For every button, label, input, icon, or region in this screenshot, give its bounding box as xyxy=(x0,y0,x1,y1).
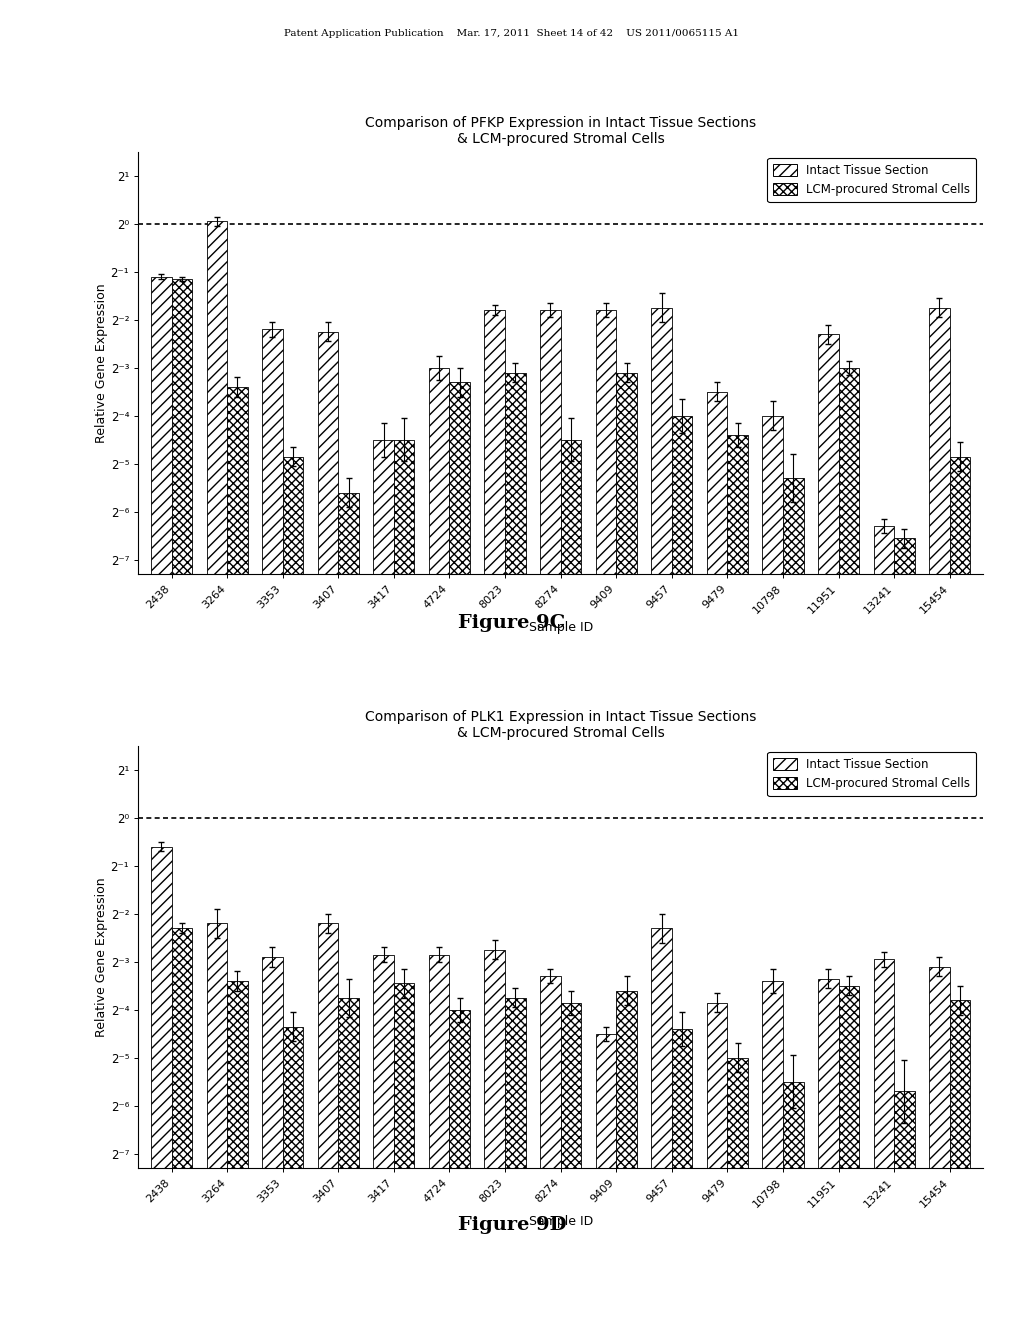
Bar xyxy=(207,222,227,574)
Text: Figure 9C: Figure 9C xyxy=(459,614,565,632)
Legend: Intact Tissue Section, LCM-procured Stromal Cells: Intact Tissue Section, LCM-procured Stro… xyxy=(767,752,976,796)
Bar xyxy=(783,1082,804,1168)
Bar xyxy=(561,1003,582,1168)
Bar xyxy=(394,983,415,1168)
Bar xyxy=(707,1003,727,1168)
Bar xyxy=(894,539,914,574)
Bar xyxy=(505,998,525,1168)
Bar xyxy=(596,1034,616,1168)
Bar xyxy=(949,457,971,574)
X-axis label: Sample ID: Sample ID xyxy=(528,620,593,634)
Bar xyxy=(374,440,394,574)
Bar xyxy=(616,990,637,1168)
Bar xyxy=(707,392,727,574)
Bar xyxy=(818,334,839,574)
Bar xyxy=(338,492,358,574)
Bar xyxy=(651,308,672,574)
Y-axis label: Relative Gene Expression: Relative Gene Expression xyxy=(95,284,108,442)
Bar xyxy=(450,383,470,574)
Bar xyxy=(172,928,193,1168)
Bar xyxy=(596,310,616,574)
Text: Patent Application Publication    Mar. 17, 2011  Sheet 14 of 42    US 2011/00651: Patent Application Publication Mar. 17, … xyxy=(285,29,739,38)
Bar xyxy=(338,998,358,1168)
Bar xyxy=(151,277,172,574)
Bar xyxy=(763,416,783,574)
Bar xyxy=(873,527,894,574)
Bar xyxy=(172,279,193,574)
X-axis label: Sample ID: Sample ID xyxy=(528,1214,593,1228)
Bar xyxy=(727,1057,748,1168)
Bar xyxy=(283,457,303,574)
Title: Comparison of PFKP Expression in Intact Tissue Sections
& LCM-procured Stromal C: Comparison of PFKP Expression in Intact … xyxy=(366,116,756,147)
Bar xyxy=(763,981,783,1168)
Bar xyxy=(227,387,248,574)
Bar xyxy=(672,1030,692,1168)
Bar xyxy=(227,981,248,1168)
Bar xyxy=(151,846,172,1168)
Bar xyxy=(839,986,859,1168)
Text: Figure 9D: Figure 9D xyxy=(458,1216,566,1234)
Bar xyxy=(873,960,894,1168)
Bar xyxy=(818,978,839,1168)
Bar xyxy=(672,416,692,574)
Bar xyxy=(207,924,227,1168)
Bar xyxy=(651,928,672,1168)
Bar xyxy=(317,331,338,574)
Bar xyxy=(429,368,450,574)
Title: Comparison of PLK1 Expression in Intact Tissue Sections
& LCM-procured Stromal C: Comparison of PLK1 Expression in Intact … xyxy=(365,710,757,741)
Bar xyxy=(505,372,525,574)
Y-axis label: Relative Gene Expression: Relative Gene Expression xyxy=(95,878,108,1036)
Bar xyxy=(484,310,505,574)
Bar xyxy=(262,330,283,574)
Bar xyxy=(929,966,949,1168)
Bar xyxy=(561,440,582,574)
Bar xyxy=(262,957,283,1168)
Bar xyxy=(783,478,804,574)
Bar xyxy=(484,950,505,1168)
Bar xyxy=(727,436,748,574)
Bar xyxy=(317,924,338,1168)
Bar xyxy=(540,310,561,574)
Bar xyxy=(394,440,415,574)
Bar xyxy=(929,308,949,574)
Legend: Intact Tissue Section, LCM-procured Stromal Cells: Intact Tissue Section, LCM-procured Stro… xyxy=(767,158,976,202)
Bar xyxy=(429,954,450,1168)
Bar xyxy=(949,1001,971,1168)
Bar xyxy=(839,368,859,574)
Bar xyxy=(283,1027,303,1168)
Bar xyxy=(450,1010,470,1168)
Bar xyxy=(894,1092,914,1168)
Bar xyxy=(374,954,394,1168)
Bar xyxy=(616,372,637,574)
Bar xyxy=(540,977,561,1168)
